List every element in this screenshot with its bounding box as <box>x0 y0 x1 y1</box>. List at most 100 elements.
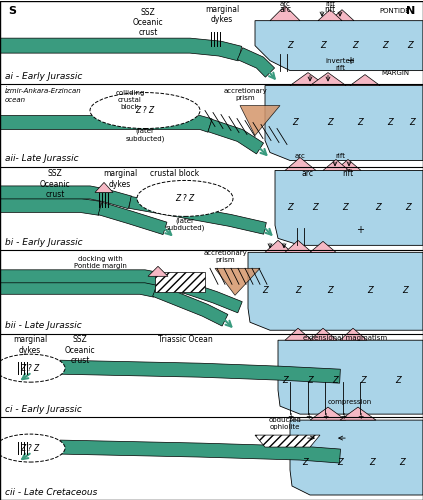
Polygon shape <box>29 440 61 459</box>
Text: ci - Early Jurassic: ci - Early Jurassic <box>5 405 82 414</box>
Text: Z ? Z: Z ? Z <box>20 364 40 372</box>
Polygon shape <box>240 106 280 136</box>
Text: Z: Z <box>307 376 313 384</box>
Polygon shape <box>285 240 312 252</box>
Polygon shape <box>323 160 349 170</box>
Polygon shape <box>60 440 341 463</box>
Text: +: + <box>305 412 311 420</box>
Text: Z: Z <box>409 118 415 127</box>
Polygon shape <box>350 74 380 86</box>
Polygon shape <box>330 10 354 20</box>
Ellipse shape <box>0 434 65 462</box>
Polygon shape <box>155 272 205 292</box>
Text: Z: Z <box>407 41 413 50</box>
Text: SSZ
Oceanic
crust: SSZ Oceanic crust <box>65 335 95 365</box>
Text: arc: arc <box>280 0 291 6</box>
Polygon shape <box>153 284 228 326</box>
Polygon shape <box>0 198 101 216</box>
Polygon shape <box>335 160 361 170</box>
Text: +: + <box>322 412 328 420</box>
Text: Z: Z <box>332 376 338 384</box>
Polygon shape <box>290 72 326 86</box>
Text: Z: Z <box>262 286 268 295</box>
Polygon shape <box>278 340 423 414</box>
Text: compression: compression <box>328 399 372 405</box>
Text: rift: rift <box>324 4 335 14</box>
Text: +: + <box>340 412 346 420</box>
Text: Z: Z <box>382 41 388 50</box>
Polygon shape <box>248 252 423 330</box>
Text: rift: rift <box>335 154 345 160</box>
Text: cii - Late Cretaceous: cii - Late Cretaceous <box>5 488 97 497</box>
Text: +: + <box>287 412 293 420</box>
Polygon shape <box>60 360 341 383</box>
Polygon shape <box>270 6 300 20</box>
Text: Z: Z <box>302 458 308 466</box>
Text: crustal block: crustal block <box>151 170 200 178</box>
Polygon shape <box>310 72 346 86</box>
Polygon shape <box>310 242 336 252</box>
Text: accretionary
prism: accretionary prism <box>223 88 267 101</box>
Text: arc: arc <box>279 4 291 14</box>
Polygon shape <box>0 38 242 61</box>
Text: Triassic Ocean: Triassic Ocean <box>158 335 212 344</box>
Text: ocean: ocean <box>5 96 26 102</box>
Text: marginal
dykes: marginal dykes <box>205 4 239 24</box>
Polygon shape <box>237 48 275 77</box>
Text: Z: Z <box>327 286 333 295</box>
Text: Z: Z <box>327 118 333 127</box>
Ellipse shape <box>137 180 233 216</box>
Polygon shape <box>275 170 423 246</box>
Polygon shape <box>215 268 260 295</box>
Text: Z: Z <box>295 286 301 295</box>
Polygon shape <box>285 158 316 170</box>
Text: Z: Z <box>337 458 343 466</box>
Text: SSZ
Oceanic
crust: SSZ Oceanic crust <box>40 170 70 200</box>
Text: bii - Late Jurassic: bii - Late Jurassic <box>5 321 82 330</box>
Text: Z: Z <box>360 376 366 384</box>
Text: marginal
dykes: marginal dykes <box>13 335 47 354</box>
Text: Z: Z <box>369 458 375 466</box>
Text: S: S <box>8 6 16 16</box>
Ellipse shape <box>0 354 65 382</box>
Polygon shape <box>265 240 292 252</box>
Text: Z: Z <box>405 203 411 212</box>
Text: Z: Z <box>367 286 373 295</box>
Polygon shape <box>0 270 187 293</box>
Polygon shape <box>29 360 61 379</box>
Polygon shape <box>98 202 167 234</box>
Text: Z: Z <box>402 286 408 295</box>
Text: arc: arc <box>302 170 314 178</box>
Text: (later
subducted): (later subducted) <box>165 218 205 232</box>
Polygon shape <box>0 186 132 208</box>
Text: Z ? Z: Z ? Z <box>135 106 155 115</box>
Text: MARGIN: MARGIN <box>381 70 409 75</box>
Text: +: + <box>346 56 354 66</box>
Text: Z ? Z: Z ? Z <box>176 194 195 203</box>
Text: Z: Z <box>342 203 348 212</box>
Text: Z: Z <box>357 118 363 127</box>
Text: Z ? Z: Z ? Z <box>20 444 40 452</box>
Polygon shape <box>95 182 113 192</box>
Text: Z: Z <box>320 41 326 50</box>
Text: colliding
crustal
block: colliding crustal block <box>115 90 145 110</box>
Polygon shape <box>183 282 242 313</box>
Polygon shape <box>148 266 168 276</box>
Polygon shape <box>310 328 337 340</box>
Text: docking with
Pontide margin: docking with Pontide margin <box>74 256 126 270</box>
Text: ai - Early Jurassic: ai - Early Jurassic <box>5 72 82 80</box>
Text: Z: Z <box>395 376 401 384</box>
Text: Z: Z <box>399 458 405 466</box>
Text: +: + <box>357 412 363 420</box>
Text: rift: rift <box>342 170 354 178</box>
Text: arc: arc <box>294 154 305 160</box>
Text: İzmir-Ankara-Erzincan: İzmir-Ankara-Erzincan <box>5 88 82 94</box>
Ellipse shape <box>90 92 200 128</box>
Polygon shape <box>340 407 376 420</box>
Polygon shape <box>285 328 312 340</box>
Text: inverted
rift: inverted rift <box>325 58 354 70</box>
Polygon shape <box>310 407 346 420</box>
Text: obducted
ophiolite: obducted ophiolite <box>269 417 301 430</box>
Text: Z: Z <box>287 203 293 212</box>
Polygon shape <box>255 435 320 447</box>
